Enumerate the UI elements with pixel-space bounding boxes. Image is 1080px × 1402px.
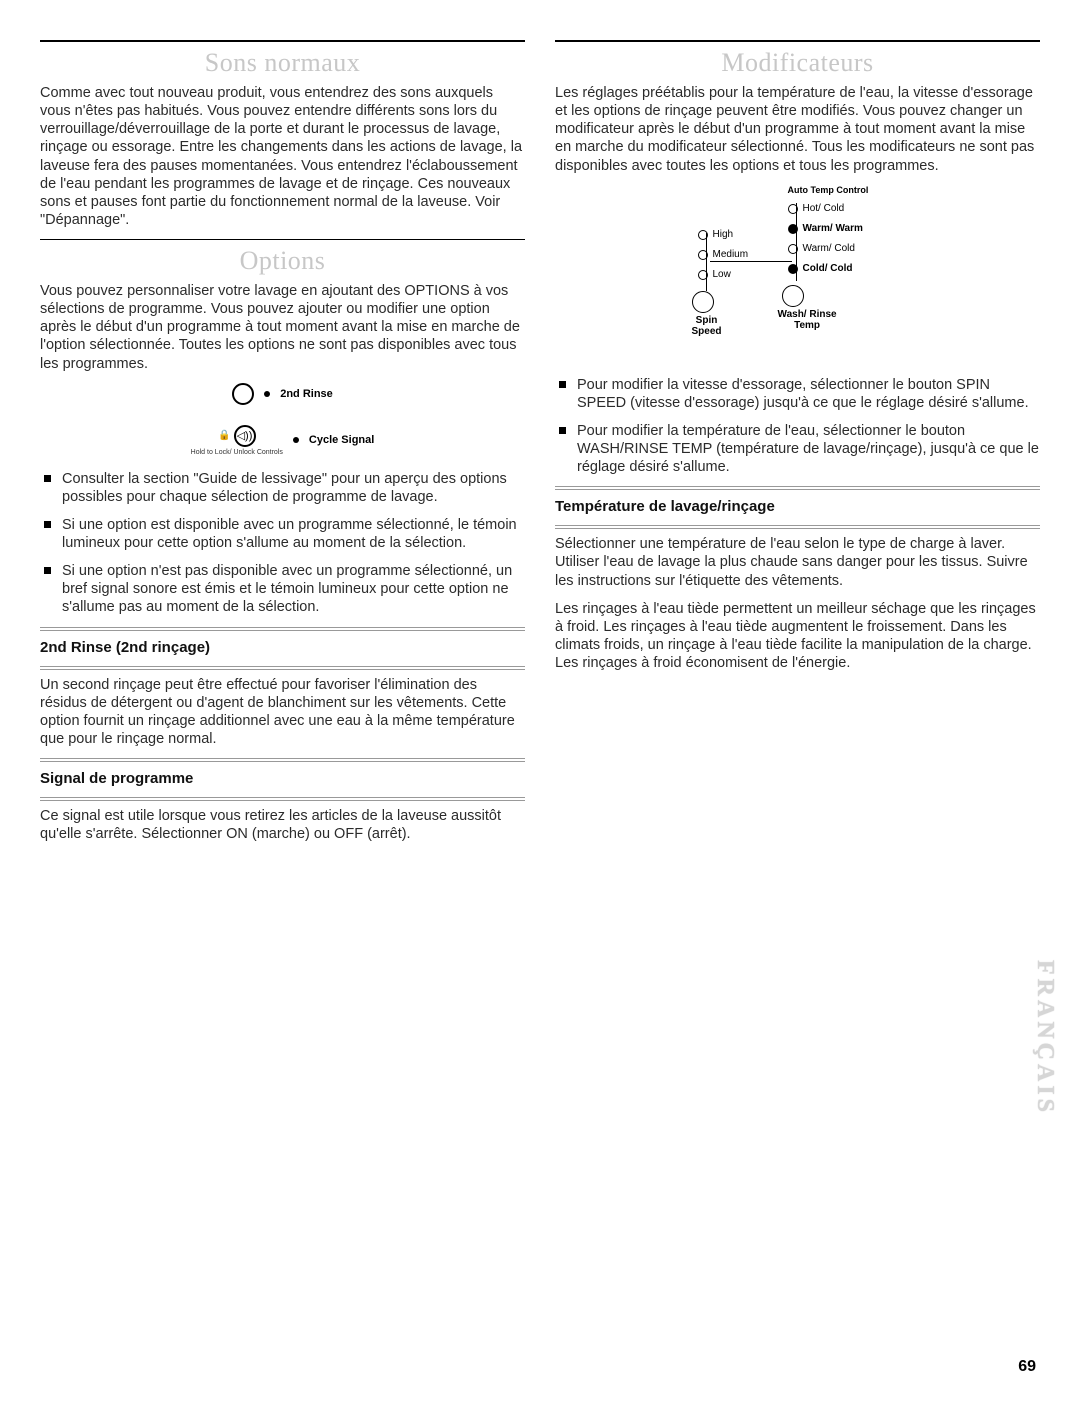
radio-fill-icon bbox=[788, 264, 798, 274]
list-item: Pour modifier la vitesse d'essorage, sél… bbox=[555, 376, 1040, 412]
spin-foot: Spin Speed bbox=[692, 315, 722, 337]
radio-icon bbox=[698, 270, 708, 280]
page: Sons normaux Comme avec tout nouveau pro… bbox=[0, 0, 1080, 883]
dot-icon bbox=[264, 391, 270, 397]
radio-icon bbox=[698, 230, 708, 240]
temp-hot-cold: Hot/ Cold bbox=[803, 203, 845, 214]
mod-left-col: High Medium Low Spin Speed bbox=[698, 225, 749, 337]
dot-icon bbox=[293, 437, 299, 443]
left-column: Sons normaux Comme avec tout nouveau pro… bbox=[40, 40, 525, 853]
section-title-sons: Sons normaux bbox=[40, 48, 525, 78]
option-row-cycle: 🔒 ◁)) Hold to Lock/ Unlock Controls Cycl… bbox=[173, 425, 393, 456]
list-item: Consulter la section "Guide de lessivage… bbox=[40, 470, 525, 506]
rule bbox=[555, 40, 1040, 42]
option-row-rinse: 2nd Rinse bbox=[173, 383, 393, 405]
lock-caption: Hold to Lock/ Unlock Controls bbox=[191, 449, 283, 456]
temp-warm-cold: Warm/ Cold bbox=[803, 243, 855, 254]
2nd-rinse-para: Un second rinçage peut être effectué pou… bbox=[40, 676, 525, 749]
radio-icon bbox=[788, 244, 798, 254]
spin-low: Low bbox=[713, 269, 731, 280]
temp-warm-warm: Warm/ Warm bbox=[803, 223, 863, 234]
subhead-signal: Signal de programme bbox=[40, 768, 525, 789]
double-rule bbox=[40, 797, 525, 803]
lock-wrap: 🔒 ◁)) Hold to Lock/ Unlock Controls bbox=[191, 425, 283, 456]
list-item: Pour modifier la température de l'eau, s… bbox=[555, 422, 1040, 476]
signal-para: Ce signal est utile lorsque vous retirez… bbox=[40, 807, 525, 843]
options-figure: 2nd Rinse 🔒 ◁)) Hold to Lock/ Unlock Con… bbox=[173, 383, 393, 456]
temp-cold-cold: Cold/ Cold bbox=[803, 263, 853, 274]
temp-para1: Sélectionner une température de l'eau se… bbox=[555, 535, 1040, 589]
lock-icon: 🔒 bbox=[218, 430, 230, 441]
cycle-label: Cycle Signal bbox=[309, 434, 374, 446]
section-title-options: Options bbox=[40, 246, 525, 276]
modifiers-figure: Auto Temp Control Hot/ Cold Warm/ Warm W… bbox=[688, 185, 908, 360]
knob-icon bbox=[782, 285, 804, 307]
spin-medium: Medium bbox=[713, 249, 749, 260]
knob-icon bbox=[692, 291, 714, 313]
mod-bullets: Pour modifier la vitesse d'essorage, sél… bbox=[555, 376, 1040, 477]
subhead-temp: Température de lavage/rinçage bbox=[555, 496, 1040, 517]
double-rule bbox=[40, 627, 525, 633]
temp-para2: Les rinçages à l'eau tiède permettent un… bbox=[555, 600, 1040, 673]
double-rule bbox=[40, 666, 525, 672]
auto-temp-header: Auto Temp Control bbox=[788, 185, 869, 195]
mod-paragraph: Les réglages préétablis pour la températ… bbox=[555, 84, 1040, 175]
options-bullets: Consulter la section "Guide de lessivage… bbox=[40, 470, 525, 617]
list-item: Si une option n'est pas disponible avec … bbox=[40, 562, 525, 616]
radio-icon bbox=[788, 204, 798, 214]
subhead-2nd-rinse: 2nd Rinse (2nd rinçage) bbox=[40, 637, 525, 658]
rule bbox=[40, 40, 525, 42]
rinse-label: 2nd Rinse bbox=[280, 388, 333, 400]
right-column: Modificateurs Les réglages préétablis po… bbox=[555, 40, 1040, 853]
double-rule bbox=[555, 486, 1040, 492]
sons-paragraph: Comme avec tout nouveau produit, vous en… bbox=[40, 84, 525, 229]
spin-high: High bbox=[713, 229, 734, 240]
mod-right-col: Auto Temp Control Hot/ Cold Warm/ Warm W… bbox=[788, 185, 869, 331]
radio-icon bbox=[698, 250, 708, 260]
cycle-signal-icon: ◁)) bbox=[234, 425, 256, 447]
rule bbox=[40, 239, 525, 240]
language-side-label: FRANÇAIS bbox=[1031, 960, 1058, 1116]
radio-open-icon bbox=[232, 383, 254, 405]
radio-fill-icon bbox=[788, 224, 798, 234]
page-number: 69 bbox=[1018, 1358, 1036, 1376]
options-paragraph: Vous pouvez personnaliser votre lavage e… bbox=[40, 282, 525, 373]
list-item: Si une option est disponible avec un pro… bbox=[40, 516, 525, 552]
section-title-modificateurs: Modificateurs bbox=[555, 48, 1040, 78]
wash-rinse-foot: Wash/ Rinse Temp bbox=[778, 309, 837, 331]
double-rule bbox=[40, 758, 525, 764]
double-rule bbox=[555, 525, 1040, 531]
